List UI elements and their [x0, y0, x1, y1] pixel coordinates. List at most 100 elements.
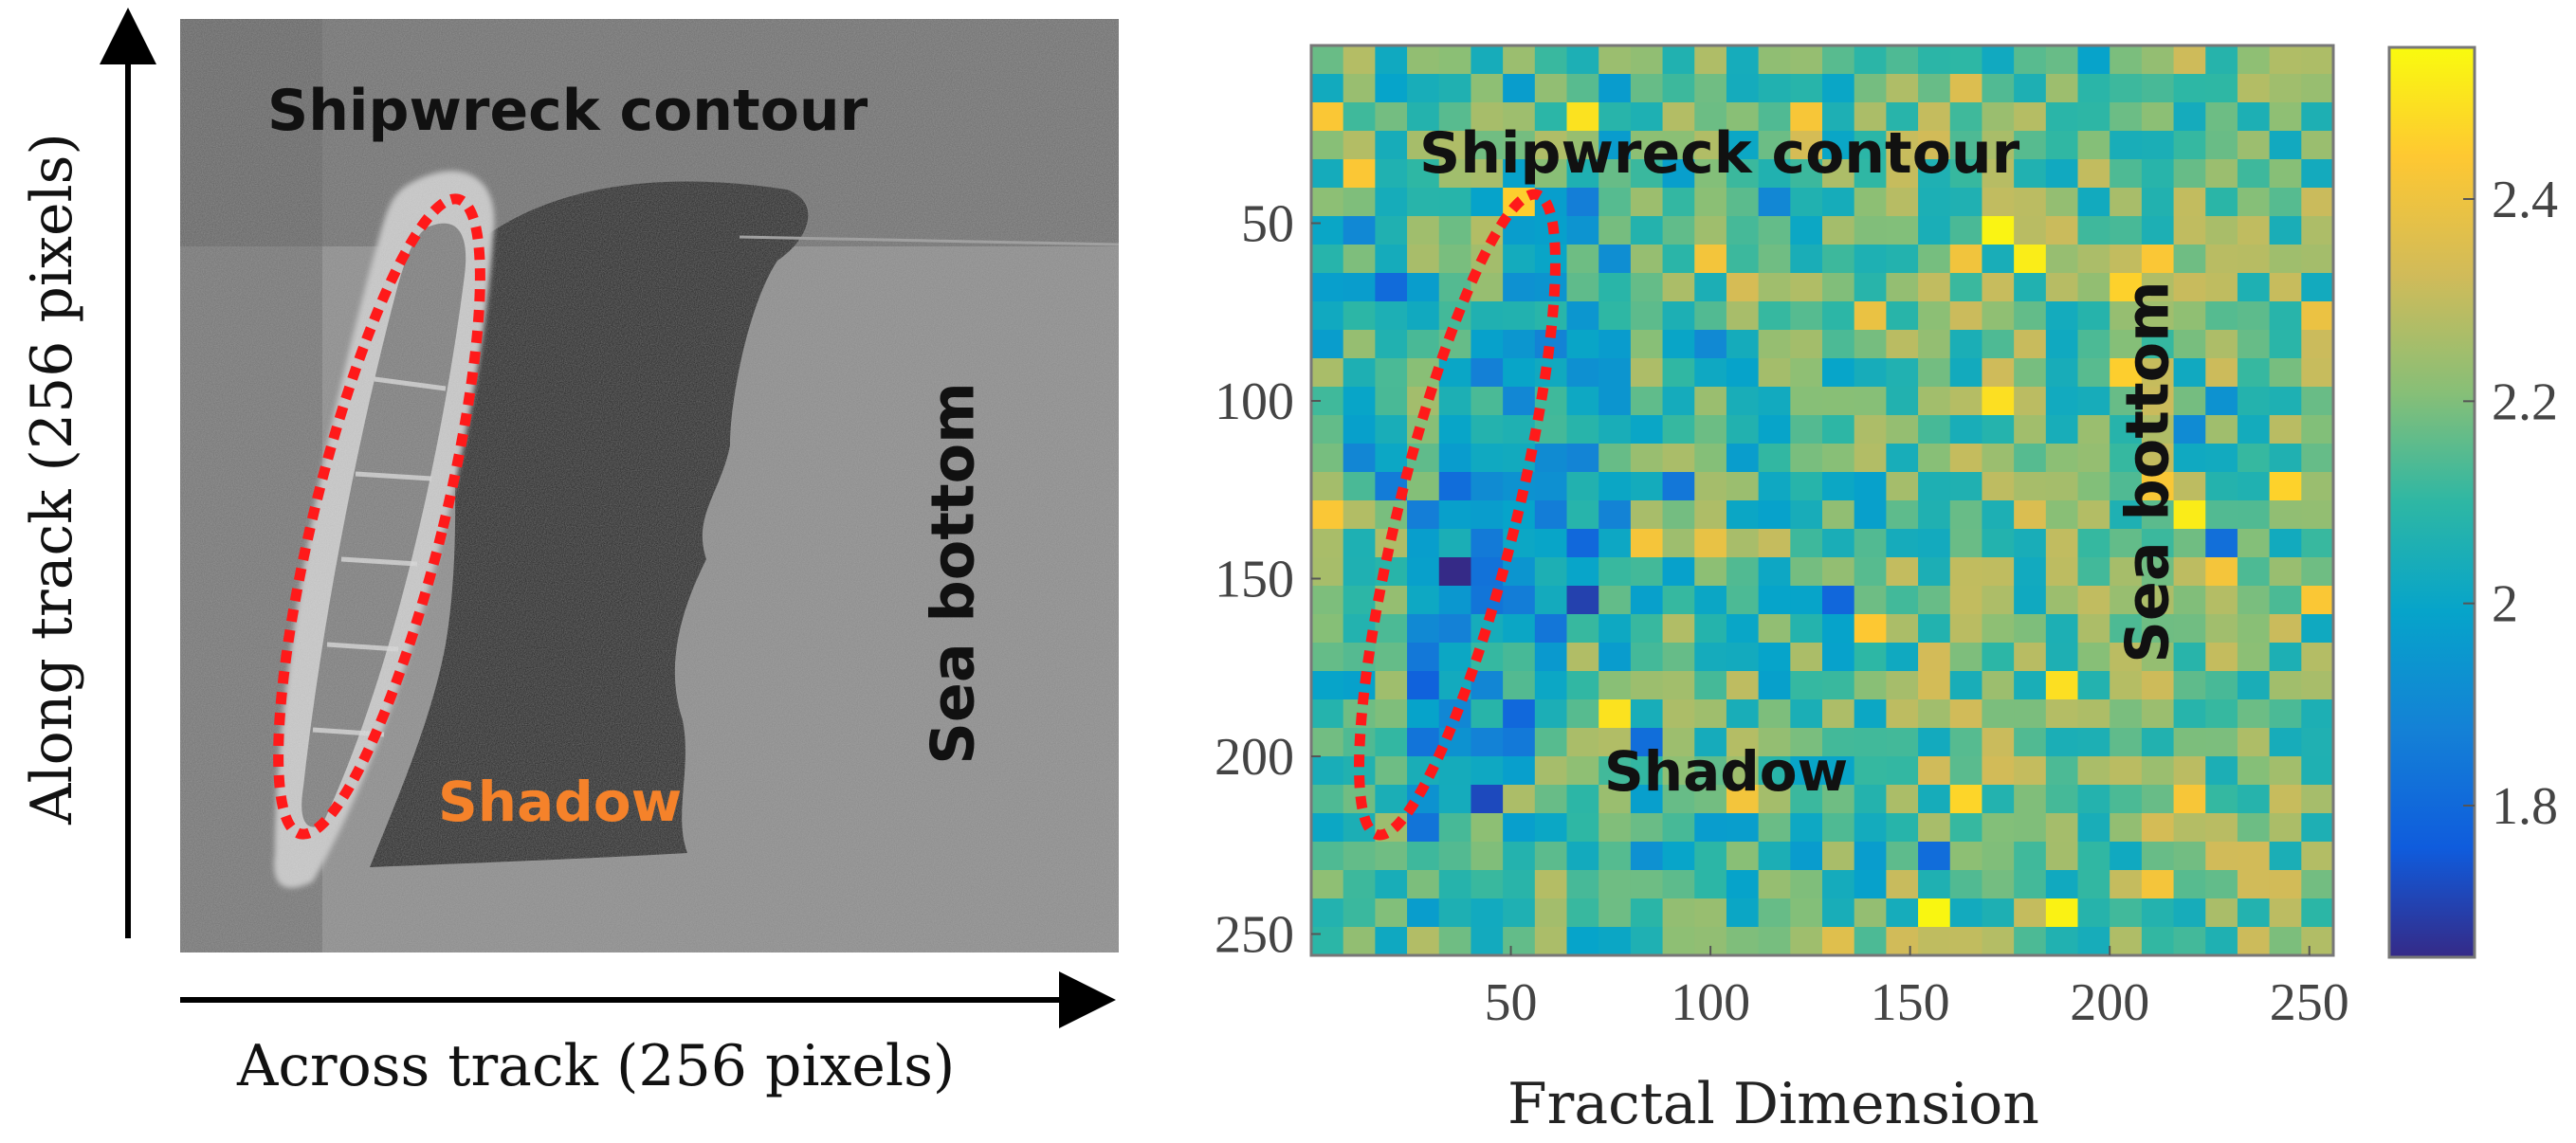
heatmap-cell [1599, 444, 1632, 473]
heatmap-cell [1599, 472, 1632, 501]
heatmap-cell [1407, 671, 1440, 700]
heatmap-cell [1630, 330, 1664, 359]
heatmap-cell [1662, 159, 1695, 189]
x-tick-label: 250 [2270, 973, 2349, 1032]
heatmap-contour-ellipse [1354, 189, 1561, 841]
heatmap-cell [2141, 500, 2175, 530]
heatmap-cell [1982, 643, 2015, 672]
heatmap-cell [1503, 131, 1536, 160]
heatmap-cell [2110, 842, 2143, 871]
heatmap-cell [1311, 586, 1344, 615]
heatmap-cell [1566, 159, 1599, 189]
heatmap-cell [2205, 614, 2238, 644]
x-tick-label: 200 [2070, 973, 2149, 1032]
heatmap-cell [1599, 557, 1632, 587]
heatmap-cell [1758, 870, 1791, 899]
heatmap-cell [1375, 444, 1408, 473]
heatmap-cell [1311, 557, 1344, 587]
heatmap-cell [1566, 387, 1599, 416]
heatmap-cell [1599, 529, 1632, 558]
heatmap-cell [1599, 842, 1632, 871]
heatmap-cell [2205, 74, 2238, 103]
heatmap-svg: 50 100 150 200 250 50 100 150 200 250 1.8 2 2.2 2.4 [1215, 44, 2558, 1032]
heatmap-cell [2045, 643, 2079, 672]
heatmap-cell [1854, 671, 1887, 700]
heatmap-cell [2141, 870, 2175, 899]
heatmap-cell [1790, 45, 1823, 75]
heatmap-cell [2077, 245, 2110, 274]
heatmap-cell [1949, 699, 1983, 729]
heatmap-cell [1758, 927, 1791, 956]
heatmap-cell [1471, 813, 1504, 843]
heatmap-cell [2237, 444, 2271, 473]
heatmap-cell [1790, 586, 1823, 615]
heatmap-cell [1375, 245, 1408, 274]
heatmap-cell [1822, 927, 1855, 956]
heatmap-cell [2301, 842, 2334, 871]
colorbar [2387, 45, 2476, 959]
heatmap-cell [2110, 74, 2143, 103]
heatmap-cell [1949, 74, 1983, 103]
heatmap-cell [2301, 472, 2334, 501]
heatmap-cell [2045, 614, 2079, 644]
heatmap-cell [2301, 643, 2334, 672]
heatmap-cell [1982, 245, 2015, 274]
heatmap-cell [1790, 358, 1823, 388]
heatmap-cell [2205, 330, 2238, 359]
heatmap-cell [2301, 728, 2334, 757]
heatmap-cell [2141, 273, 2175, 302]
heatmap-cell [2173, 813, 2206, 843]
heatmap-cell [1503, 358, 1536, 388]
heatmap-cell [1566, 102, 1599, 132]
heatmap-cell [2205, 159, 2238, 189]
heatmap-cell [1918, 643, 1951, 672]
heatmap-cell [1599, 387, 1632, 416]
heatmap-cell [2014, 74, 2047, 103]
heatmap-cell [1918, 614, 1951, 644]
heatmap-cell [1599, 643, 1632, 672]
heatmap-cell [1566, 898, 1599, 928]
heatmap-cell [1918, 188, 1951, 217]
heatmap-cell [2110, 614, 2143, 644]
heatmap-cell [1534, 813, 1568, 843]
heatmap-cell [2173, 842, 2206, 871]
y-tick-label: 200 [1215, 728, 1294, 787]
heatmap-cell [1534, 699, 1568, 729]
heatmap-cell [1311, 614, 1344, 644]
heatmap-cell [2269, 699, 2302, 729]
left-sea-bottom-label: Sea bottom [918, 382, 988, 765]
sonar-panel: Shipwreck contour Shadow Sea bottom Alon… [0, 0, 1128, 1143]
x-tick-label: 150 [1871, 973, 1950, 1032]
heatmap-cell [1375, 756, 1408, 786]
heatmap-cell [2110, 102, 2143, 132]
heatmap-cell [2301, 273, 2334, 302]
heatmap-cell [1566, 472, 1599, 501]
heatmap-cell [1886, 671, 1919, 700]
heatmap-cell [2301, 102, 2334, 132]
heatmap-cell [1599, 870, 1632, 899]
heatmap-cell [1407, 927, 1440, 956]
heatmap-cell [1566, 557, 1599, 587]
heatmap-cell [1726, 529, 1760, 558]
heatmap-cell [1982, 188, 2015, 217]
heatmap-cell [1886, 245, 1919, 274]
heatmap-cell [1566, 216, 1599, 245]
heatmap-cell [2045, 102, 2079, 132]
right-sea-bottom-label: Sea bottom [2112, 281, 2183, 663]
heatmap-cell [1918, 557, 1951, 587]
heatmap-cell [1375, 415, 1408, 444]
x-tick-label: 50 [1485, 973, 1538, 1032]
heatmap-cell [2301, 159, 2334, 189]
heatmap-cell [1311, 813, 1344, 843]
heatmap-cell [2045, 245, 2079, 274]
heatmap-cell [1694, 216, 1727, 245]
heatmap-cell [2301, 813, 2334, 843]
heatmap-cell [1534, 444, 1568, 473]
heatmap-cell [2077, 102, 2110, 132]
heatmap-cell [2141, 245, 2175, 274]
heatmap-cell [2045, 159, 2079, 189]
heatmap-cell [2301, 557, 2334, 587]
heatmap-cell [2141, 74, 2175, 103]
heatmap-cell [2045, 813, 2079, 843]
heatmap-cell [1471, 898, 1504, 928]
